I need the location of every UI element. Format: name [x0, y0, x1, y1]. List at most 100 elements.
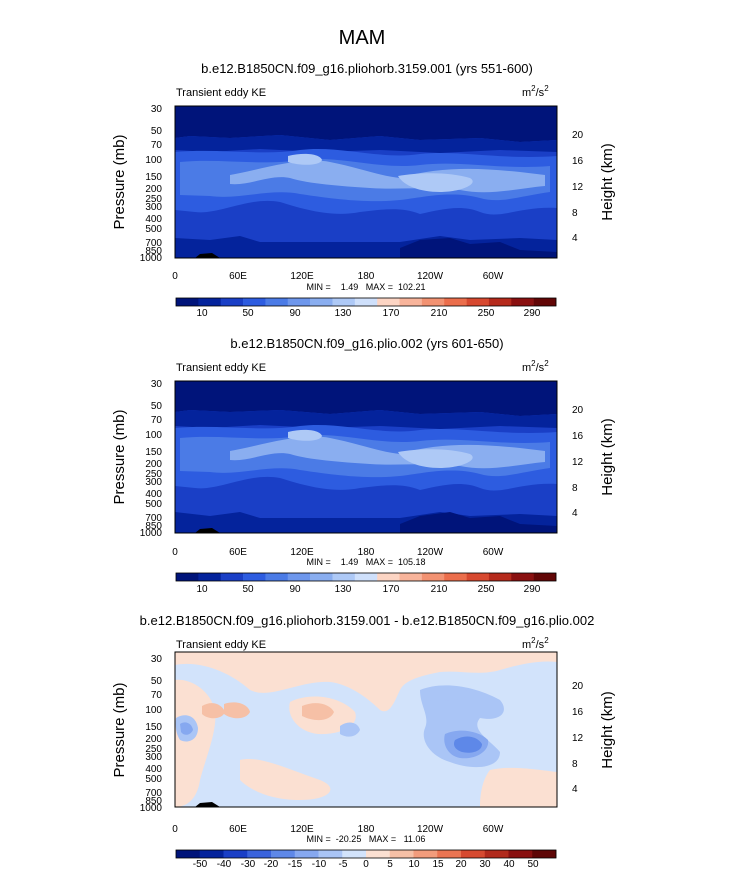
colorbar-swatch: [533, 298, 557, 306]
colorbar-swatch: [466, 298, 490, 306]
colorbar-label: -50: [193, 859, 208, 870]
colorbar-swatch: [310, 573, 333, 581]
panel-units: m2/s2: [522, 359, 549, 374]
y-tick-label: 500: [145, 224, 162, 235]
units-exp: 2: [544, 84, 549, 93]
units-per-sec: /s: [536, 87, 545, 99]
colorbar-frame: [175, 849, 557, 859]
colorbar-label: 50: [242, 584, 254, 595]
min-max-label: MIN = 1.49 MAX = 102.21: [306, 282, 425, 292]
y-tick-label: 70: [151, 690, 163, 701]
colorbar-label: 130: [335, 584, 352, 595]
y-tick-label: 70: [151, 140, 163, 151]
colorbar-label: 210: [431, 584, 448, 595]
y-tick-label: 150: [145, 722, 162, 733]
y2-tick-label: 20: [572, 681, 584, 692]
y-tick-label: 850: [145, 246, 162, 257]
y2-tick-label: 12: [572, 182, 584, 193]
colorbar-label: 10: [408, 859, 420, 870]
y2-tick-label: 8: [572, 759, 578, 770]
colorbar-swatch: [332, 298, 356, 306]
topography: [195, 528, 220, 533]
colorbar-label: 250: [478, 584, 495, 595]
colorbar-frame: [175, 297, 557, 307]
min-max-label: MIN = 1.49 MAX = 105.18: [306, 557, 425, 567]
x-tick-label: 180: [358, 271, 375, 282]
y-tick-label: 250: [145, 469, 162, 480]
panel-left-label: Transient eddy KE: [176, 639, 266, 651]
units-per-sec: /s: [536, 362, 545, 374]
y-tick-label: 150: [145, 447, 162, 458]
colorbar-labels: 10 50 90 130 170 210 250 290: [196, 308, 540, 319]
y-tick-label: 250: [145, 194, 162, 205]
panel-pliohorb: b.e12.B1850CN.f09_g16.pliohorb.3159.001 …: [111, 61, 616, 319]
colorbar-swatch: [508, 850, 533, 858]
units-base: m: [522, 639, 531, 651]
colorbar-swatch: [488, 298, 512, 306]
y-axis-left: 30 50 70 100 150 200 250 300 400 500 700…: [111, 104, 162, 264]
panel-title: b.e12.B1850CN.f09_g16.plio.002 (yrs 601-…: [230, 336, 503, 351]
colorbar-swatch: [533, 573, 557, 581]
contour-surface-darkest: [400, 238, 557, 258]
y2-axis-label: Height (km): [599, 691, 616, 769]
colorbar: [175, 849, 557, 859]
y2-tick-label: 16: [572, 707, 584, 718]
contour-core-east: [398, 173, 473, 192]
contour-core-west: [288, 153, 322, 165]
colorbar-swatch: [484, 850, 509, 858]
y-axis-left: 30 50 70 100 150 200 250 300 400 500 700…: [111, 379, 162, 539]
y-tick-label: 850: [145, 521, 162, 532]
units-per-sec: /s: [536, 639, 545, 651]
colorbar-label: 130: [335, 308, 352, 319]
y-tick-label: 50: [151, 676, 163, 687]
units-exp: 2: [544, 636, 549, 645]
x-tick-label: 0: [172, 271, 178, 282]
colorbar-swatch: [265, 298, 289, 306]
x-tick-label: 180: [358, 547, 375, 558]
topography: [195, 802, 220, 807]
colorbar-swatch: [176, 298, 199, 306]
plot-frame: [174, 105, 558, 259]
colorbar-swatch: [354, 298, 378, 306]
colorbar-swatch: [243, 573, 266, 581]
units-base: m: [522, 87, 531, 99]
x-tick-label: 60E: [229, 547, 247, 558]
y-tick-label: 50: [151, 401, 163, 412]
contour-field: [175, 652, 557, 807]
colorbar-swatch: [413, 850, 438, 858]
colorbar-swatch: [220, 298, 244, 306]
y-axis-left: 30 50 70 100 150 200 250 300 400 500 700…: [111, 654, 162, 814]
y-tick-label: 100: [145, 705, 162, 716]
colorbar: [175, 572, 557, 582]
contour-band-upper-mid: [175, 135, 557, 153]
colorbar-label: 250: [478, 308, 495, 319]
panel-units: m2/s2: [522, 84, 549, 99]
contour-band-upper-mid: [175, 410, 557, 429]
y-tick-label: 200: [145, 734, 162, 745]
colorbar: [175, 297, 557, 307]
colorbar-label: 40: [503, 859, 515, 870]
contour-field: [175, 106, 557, 258]
y-tick-label: 500: [145, 774, 162, 785]
colorbar-label: 90: [289, 584, 301, 595]
colorbar-label: 50: [242, 308, 254, 319]
colorbar-label: 170: [383, 584, 400, 595]
contour-surface-darkest: [400, 512, 557, 533]
x-axis: 0 60E 120E 180 120W 60W: [172, 824, 504, 835]
y2-tick-label: 12: [572, 457, 584, 468]
colorbar-label: 30: [479, 859, 491, 870]
colorbar-swatch: [198, 298, 221, 306]
x-axis: 0 60E 120E 180 120W 60W: [172, 271, 504, 282]
colorbar-swatch: [399, 298, 423, 306]
colorbar-label: 10: [196, 308, 208, 319]
x-tick-label: 120E: [290, 271, 314, 282]
colorbar-swatch: [332, 573, 356, 581]
colorbar-label: 210: [431, 308, 448, 319]
colorbar-label: 15: [432, 859, 444, 870]
colorbar-swatch: [198, 573, 221, 581]
colorbar-swatch: [366, 850, 391, 858]
colorbar-label: 170: [383, 308, 400, 319]
y-tick-label: 30: [151, 654, 163, 665]
colorbar-swatch: [342, 850, 367, 858]
